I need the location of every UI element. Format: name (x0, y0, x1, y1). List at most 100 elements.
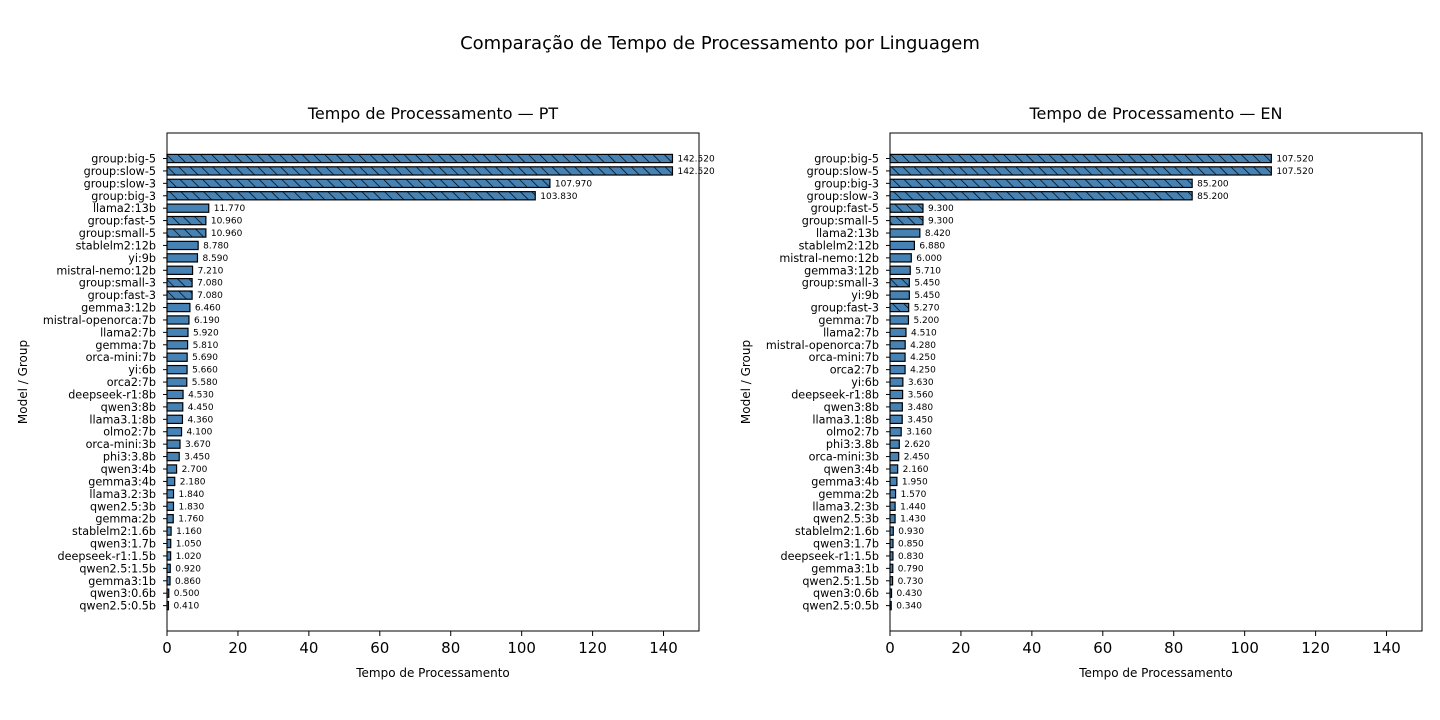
bar-stablelm2-12b (889, 240, 916, 251)
x-tick-label: 40 (1022, 639, 1041, 657)
value-label: 1.570 (901, 490, 927, 500)
y-tick-label: group:fast-5 (88, 215, 156, 228)
value-label: 142.520 (677, 155, 714, 165)
bar-llama2-7b (889, 327, 907, 338)
value-label: 3.160 (906, 428, 932, 438)
y-tick-label: stablelm2:12b (799, 239, 879, 252)
value-label: 3.450 (907, 415, 933, 425)
y-tick-label: orca-mini:3b (86, 438, 156, 451)
y-tick-label: qwen2.5:1.5b (79, 562, 156, 575)
y-tick-label: yi:6b (851, 376, 879, 389)
value-label: 7.210 (198, 266, 224, 276)
y-axis-label: Model / Group (739, 340, 753, 424)
bar-group-fast-3 (166, 290, 193, 300)
y-tick-label: deepseek-r1:8b (68, 388, 156, 401)
bar-gemma3-12b (889, 265, 911, 275)
value-label: 0.790 (898, 564, 924, 574)
x-tick-label: 40 (299, 639, 318, 657)
y-tick-label: gemma:7b (95, 339, 156, 352)
y-tick-label: gemma:2b (95, 513, 156, 526)
value-label: 10.960 (211, 217, 243, 227)
value-label: 5.690 (192, 353, 218, 363)
value-label: 1.430 (900, 515, 926, 525)
y-tick-label: orca-mini:3b (809, 451, 879, 464)
value-label: 3.670 (185, 440, 211, 450)
y-tick-label: qwen2.5:0.5b (802, 600, 879, 613)
bar-deepseek-r1-8b (889, 389, 904, 400)
bar-group-slow-3 (889, 191, 1193, 201)
bar-qwen2-5-3b (889, 513, 896, 524)
bar-qwen3-8b (889, 402, 903, 412)
y-tick-label: gemma3:12b (81, 302, 156, 315)
y-tick-label: qwen2.5:3b (90, 500, 156, 513)
bar-yi-6b (166, 364, 188, 375)
y-tick-label: llama2:13b (93, 202, 156, 215)
y-axis-label: Model / Group (16, 340, 30, 424)
value-label: 8.420 (925, 229, 951, 239)
bar-orca2-7b (166, 377, 188, 387)
bar-gemma3-4b (889, 476, 898, 487)
bar-yi-6b (889, 377, 904, 387)
value-label: 0.930 (898, 527, 924, 537)
bar-group-slow-5 (889, 166, 1272, 176)
y-tick-label: group:small-3 (79, 277, 156, 290)
bar-orca-mini-7b (166, 352, 188, 362)
value-label: 2.160 (903, 465, 929, 475)
y-tick-label: group:fast-5 (811, 202, 879, 215)
x-tick-label: 60 (370, 639, 389, 657)
bar-mistral-nemo-12b (166, 265, 194, 275)
y-tick-label: group:big-3 (91, 190, 156, 203)
y-tick-label: gemma3:4b (88, 475, 156, 488)
y-tick-label: deepseek-r1:1.5b (781, 550, 879, 563)
y-tick-label: qwen3:0.6b (90, 587, 156, 600)
value-label: 1.760 (178, 515, 204, 525)
bar-deepseek-r1-8b (166, 389, 184, 400)
value-label: 2.620 (904, 440, 930, 450)
bar-gemma3-12b (166, 302, 191, 313)
y-tick-label: llama3.1:8b (812, 413, 879, 426)
bar-group-fast-5 (166, 215, 207, 226)
value-label: 5.270 (914, 304, 940, 314)
value-label: 5.920 (193, 328, 219, 338)
value-label: 4.100 (187, 428, 213, 438)
y-tick-label: group:slow-3 (84, 177, 156, 190)
x-tick-label: 60 (1093, 639, 1112, 657)
value-label: 7.080 (197, 279, 223, 289)
value-label: 1.950 (902, 477, 928, 487)
bar-llama3-1-8b (166, 414, 184, 425)
x-axis-label: Tempo de Processamento (355, 666, 510, 680)
bar-group-slow-3 (166, 178, 551, 189)
bar-group-small-5 (166, 228, 207, 238)
value-label: 3.450 (184, 453, 210, 463)
y-tick-label: qwen3:8b (101, 401, 156, 414)
bar-gemma-2b (889, 489, 897, 499)
y-tick-label: group:fast-3 (88, 289, 156, 302)
bar-gemma3-4b (166, 476, 176, 487)
value-label: 4.510 (911, 328, 937, 338)
value-label: 0.830 (898, 552, 924, 562)
y-tick-label: mistral-openorca:7b (43, 314, 156, 327)
bar-llama3-2-3b (166, 489, 175, 499)
y-tick-label: gemma:7b (818, 314, 879, 327)
x-tick-label: 20 (228, 639, 247, 657)
chart-title: Tempo de Processamento — EN (1029, 104, 1283, 123)
y-tick-label: deepseek-r1:1.5b (58, 550, 156, 563)
bar-phi3-3-8b (889, 439, 900, 449)
bar-orca2-7b (889, 364, 906, 375)
x-tick-label: 80 (1164, 639, 1183, 657)
y-tick-label: gemma3:1b (88, 575, 156, 588)
value-label: 1.160 (176, 527, 202, 537)
axes-frame (166, 132, 700, 632)
value-label: 1.050 (176, 540, 202, 550)
value-label: 8.590 (202, 254, 228, 264)
y-tick-label: llama2:7b (823, 326, 879, 339)
y-tick-label: group:slow-5 (807, 165, 879, 178)
value-label: 4.250 (910, 353, 936, 363)
y-tick-label: stablelm2:12b (76, 239, 156, 252)
value-label: 4.360 (187, 415, 213, 425)
y-tick-label: mistral-openorca:7b (766, 339, 879, 352)
bar-qwen3-8b (166, 402, 184, 412)
y-tick-label: phi3:3.8b (826, 438, 879, 451)
bar-olmo2-7b (166, 427, 183, 437)
value-label: 3.560 (908, 390, 934, 400)
